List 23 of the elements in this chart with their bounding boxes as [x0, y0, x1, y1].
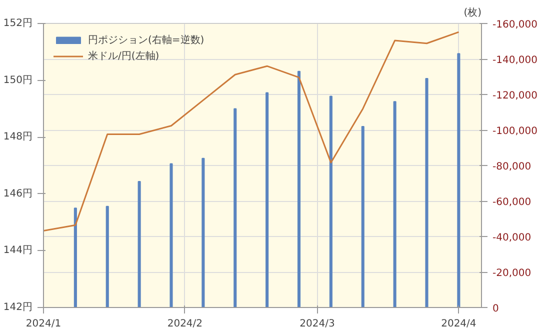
y2-tick-label: -140,000	[492, 55, 538, 66]
y2-tick-label: 0	[492, 304, 499, 314]
y2-tick-label: -100,000	[492, 126, 538, 137]
y2-tick-label: -120,000	[492, 90, 538, 102]
y2-tick-label: -160,000	[492, 20, 538, 30]
y2-tick-label: -60,000	[492, 197, 532, 208]
y-tick-label: 144円	[3, 245, 33, 256]
y2-tick-label: -80,000	[492, 162, 532, 172]
y2-tick-label: -20,000	[492, 268, 532, 279]
x-tick-label: 2024/3	[300, 318, 335, 330]
line-series	[44, 31, 460, 232]
x-tick-label: 2024/1	[26, 318, 62, 330]
y2-tick-label: -40,000	[492, 232, 532, 244]
y-tick-label: 146円	[3, 188, 33, 200]
y-tick-label: 142円	[3, 302, 33, 313]
x-tick-label: 2024/2	[167, 318, 203, 330]
y-tick-label: 152円	[3, 18, 33, 29]
legend-label: 米ドル/円(左軸)	[88, 50, 160, 63]
y-tick-label: 148円	[3, 132, 33, 143]
y2-axis-title: (枚)	[464, 6, 482, 18]
x-tick-label: 2024/4	[441, 318, 476, 330]
y-tick-label: 150円	[3, 74, 33, 86]
legend-label: 円ポジション(右軸=逆数)	[88, 34, 204, 47]
